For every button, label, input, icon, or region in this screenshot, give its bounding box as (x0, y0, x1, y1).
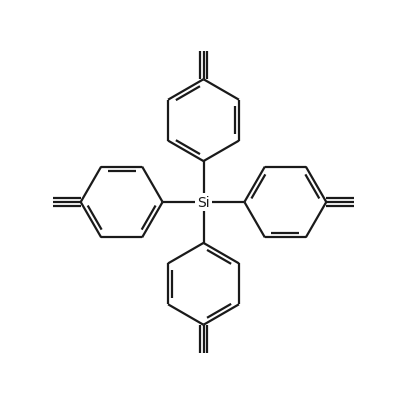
Text: Si: Si (197, 196, 210, 209)
